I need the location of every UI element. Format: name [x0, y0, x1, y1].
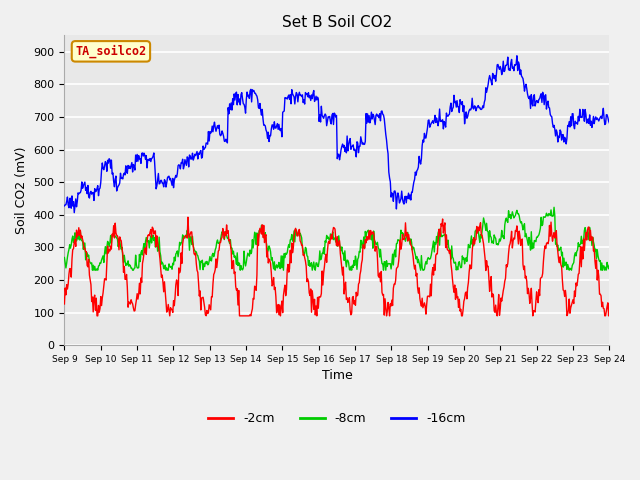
X-axis label: Time: Time	[321, 370, 352, 383]
Text: TA_soilco2: TA_soilco2	[76, 45, 147, 58]
Y-axis label: Soil CO2 (mV): Soil CO2 (mV)	[15, 146, 28, 234]
Legend: -2cm, -8cm, -16cm: -2cm, -8cm, -16cm	[203, 407, 470, 430]
Title: Set B Soil CO2: Set B Soil CO2	[282, 15, 392, 30]
